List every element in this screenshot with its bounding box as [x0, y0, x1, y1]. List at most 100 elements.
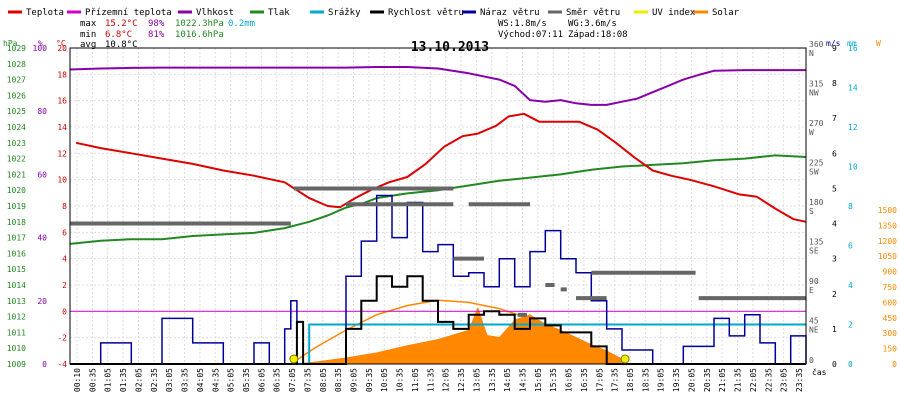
tick-label-temp: 10 [57, 176, 67, 185]
tick-label-time: 08:35 [334, 368, 343, 392]
tick-label-dir: 360 [809, 40, 824, 49]
axis-label-temp: °C [56, 39, 66, 48]
stat-min-press: 1016.6hPa [175, 30, 224, 40]
tick-label-mm: 4 [848, 281, 853, 290]
tick-label-dir-compass: W [809, 128, 814, 137]
tick-label-w: 900 [883, 268, 898, 277]
legend-label: Rychlost větru [388, 8, 464, 18]
uv-marker [620, 354, 630, 364]
tick-label-temp: -4 [57, 360, 67, 369]
tick-label-mm: 10 [848, 163, 858, 172]
chart-title: 13.10.2013 [411, 40, 489, 55]
axis-label-mm: mm [847, 39, 857, 48]
tick-label-temp: 4 [62, 255, 67, 264]
stat-max-rain: 0.2mm [228, 19, 255, 29]
tick-label-time: 12:35 [457, 368, 466, 392]
tick-label-time: 06:35 [273, 368, 282, 392]
tick-label-time: 06:05 [257, 368, 266, 392]
tick-label-hpa: 1016 [7, 249, 26, 258]
tick-label-dir: 180 [809, 198, 824, 207]
tick-label-hpa: 1010 [7, 344, 26, 353]
tick-label-dir: 0 [809, 356, 814, 365]
tick-label-w: 600 [883, 298, 898, 307]
solar-layer [290, 299, 629, 365]
tick-label-hpa: 1029 [7, 44, 26, 53]
tick-label-hpa: 1012 [7, 313, 26, 322]
stat-max-label: max [80, 19, 97, 29]
stat-avg-label: avg [80, 40, 96, 50]
tick-label-dir: 135 [809, 238, 824, 247]
plot-frame [69, 47, 807, 365]
tick-label-time: 11:35 [426, 368, 435, 392]
tick-label-ms: 8 [832, 79, 837, 88]
series-solar-theoretical [290, 299, 626, 365]
tick-label-time: 07:05 [288, 368, 297, 392]
tick-label-time: 20:05 [687, 368, 696, 392]
tick-label-time: 21:35 [734, 368, 743, 392]
tick-label-time: 04:35 [211, 368, 220, 392]
tick-label-time: 22:05 [749, 368, 758, 392]
tick-label-dir-compass: E [809, 286, 814, 295]
tick-label-time: 08:05 [319, 368, 328, 392]
stat-sunrise: Východ:07:11 [498, 30, 563, 40]
tick-label-hpa: 1022 [7, 155, 26, 164]
tick-label-w: 1500 [878, 206, 897, 215]
tick-label-pct: 40 [37, 234, 47, 243]
axes: 1009101010111012101310141015101610171018… [3, 39, 897, 392]
tick-label-dir-compass: SW [809, 168, 819, 177]
tick-label-ms: 4 [832, 220, 837, 229]
legend-label: Srážky [328, 8, 361, 18]
tick-label-mm: 14 [848, 84, 858, 93]
legend-label: UV index [652, 8, 696, 18]
tick-label-w: 300 [883, 329, 898, 338]
tick-label-time: 12:05 [442, 368, 451, 392]
tick-label-hpa: 1025 [7, 107, 26, 116]
tick-label-hpa: 1018 [7, 218, 26, 227]
tick-label-hpa: 1020 [7, 186, 26, 195]
tick-label-pct: 0 [42, 360, 47, 369]
tick-label-hpa: 1009 [7, 360, 26, 369]
tick-label-hpa: 1023 [7, 139, 26, 148]
tick-label-time: 14:35 [518, 368, 527, 392]
tick-label-hpa: 1027 [7, 76, 26, 85]
tick-label-ms: 9 [832, 44, 837, 53]
tick-label-time: 00:35 [88, 368, 97, 392]
tick-label-time: 15:05 [534, 368, 543, 392]
tick-label-hpa: 1028 [7, 60, 26, 69]
series-pressure-line [69, 154, 807, 245]
tick-label-time: 01:05 [104, 368, 113, 392]
tick-label-time: 10:05 [380, 368, 389, 392]
legend: Teplota Přízemní teplota Vlhkost Tlak Srážky… [8, 8, 740, 18]
tick-label-w: 1200 [878, 237, 897, 246]
tick-label-pct: 80 [37, 107, 47, 116]
tick-label-hpa: 1024 [7, 123, 26, 132]
stat-avg-temp: 10.8°C [105, 40, 138, 50]
tick-label-temp: 2 [62, 281, 67, 290]
tick-label-temp: 20 [57, 44, 67, 53]
tick-label-ms: 0 [832, 360, 837, 369]
tick-label-hpa: 1015 [7, 265, 26, 274]
tick-label-time: 15:35 [549, 368, 558, 392]
tick-label-dir-compass: S [809, 207, 814, 216]
series-gust-line [70, 194, 807, 365]
tick-label-mm: 0 [848, 360, 853, 369]
tick-label-ms: 5 [832, 184, 837, 193]
tick-label-temp: 12 [57, 149, 67, 158]
legend-label: Náraz větru [480, 8, 540, 18]
tick-label-time: 03:05 [165, 368, 174, 392]
tick-label-hpa: 1011 [7, 328, 26, 337]
axis-label-pct: % [38, 39, 43, 48]
tick-label-time: 09:35 [365, 368, 374, 392]
tick-label-time: 03:35 [181, 368, 190, 392]
stats-block: max 15.2°C 98% 1022.3hPa 0.2mm min 6.8°C… [80, 19, 628, 50]
tick-label-time: 20:35 [703, 368, 712, 392]
tick-label-ms: 3 [832, 255, 837, 264]
tick-label-ms: 2 [832, 290, 837, 299]
tick-label-mm: 16 [848, 44, 858, 53]
legend-label: Vlhkost [196, 8, 234, 18]
tick-label-time: 17:05 [595, 368, 604, 392]
tick-label-dir: 45 [809, 317, 819, 326]
tick-label-pct: 60 [37, 170, 47, 179]
series-temperature-line [75, 112, 807, 223]
tick-label-dir-compass: NE [809, 326, 819, 335]
